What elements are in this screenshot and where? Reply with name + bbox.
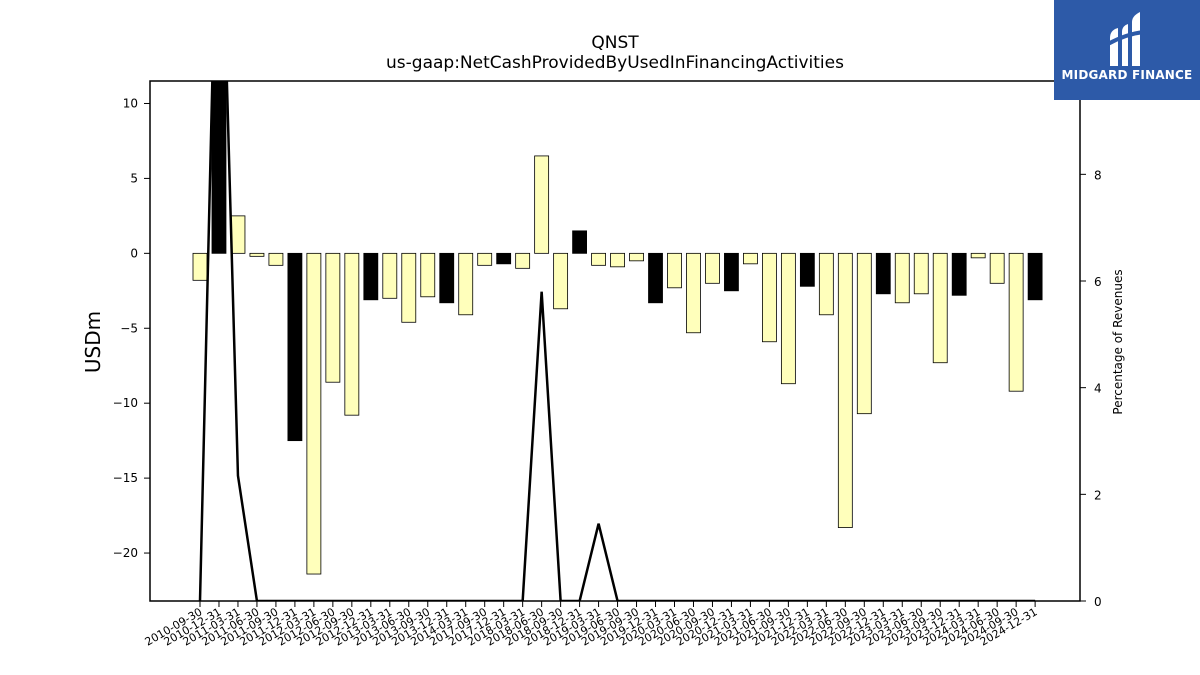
bar (610, 252, 625, 268)
y-axis-ticks: 10 5 0 −5 −10 −15 −20 (113, 96, 150, 560)
bar (439, 252, 455, 304)
chart-subtitle: us-gaap:NetCashProvidedByUsedInFinancing… (386, 53, 844, 73)
bar (515, 252, 531, 269)
y-tick-label: 10 (123, 96, 138, 110)
y2-axis-label: Percentage of Revenues (1111, 269, 1125, 414)
brand-name: MIDGARD FINANCE (1061, 68, 1193, 82)
bar (572, 230, 587, 254)
bar (192, 252, 208, 281)
bar (989, 252, 1005, 284)
bar (496, 252, 512, 265)
line-series (198, 81, 1036, 601)
bar (249, 252, 265, 257)
y2-axis-ticks: 0 2 4 6 8 (1080, 168, 1102, 609)
bar (382, 252, 398, 299)
y-tick-label: 5 (130, 171, 138, 185)
bar (363, 252, 379, 301)
bar (420, 252, 436, 298)
bar (856, 252, 872, 415)
bar (1027, 252, 1043, 301)
midgard-logo-icon (1107, 12, 1145, 66)
y2-tick-label: 2 (1094, 488, 1102, 502)
y-tick-label: 0 (130, 246, 138, 260)
bar (325, 252, 341, 383)
line-path (198, 81, 1036, 601)
bar (534, 155, 550, 254)
bar (837, 252, 853, 528)
plot-frame (149, 80, 1081, 602)
bar (458, 252, 474, 316)
chart-title: QNST (591, 33, 639, 53)
bar (1008, 252, 1024, 392)
bar (306, 252, 322, 575)
bar (705, 252, 720, 284)
bar (743, 252, 758, 265)
bar (591, 252, 606, 266)
bar (477, 252, 493, 266)
y-tick-label: −20 (113, 546, 138, 560)
bar (667, 252, 682, 289)
bar (799, 252, 815, 287)
bar (970, 252, 986, 259)
y-tick-label: −15 (113, 471, 138, 485)
y2-tick-label: 0 (1094, 595, 1102, 609)
y2-tick-label: 8 (1094, 168, 1102, 182)
bar (401, 252, 417, 323)
bar (648, 252, 663, 304)
bar (875, 252, 891, 295)
y-tick-label: −5 (120, 321, 138, 335)
bar (932, 252, 948, 364)
y2-tick-label: 4 (1094, 382, 1102, 396)
bar (230, 215, 246, 254)
bar (287, 252, 303, 442)
bar (762, 252, 777, 343)
bar (553, 252, 569, 310)
bar (780, 252, 796, 385)
bar (818, 252, 834, 316)
y-tick-label: −10 (113, 396, 138, 410)
y2-tick-label: 6 (1094, 275, 1102, 289)
y-axis-label: USDm (81, 311, 105, 373)
bar (211, 81, 227, 254)
brand-logo: MIDGARD FINANCE (1054, 0, 1200, 100)
bar (894, 252, 910, 304)
x-axis-ticks: 2010-09-302010-12-312011-03-312011-06-30… (143, 601, 1040, 649)
bar (268, 252, 284, 266)
bar (951, 252, 967, 296)
bar (686, 252, 701, 334)
bar-series (192, 81, 1043, 575)
bar (629, 252, 644, 262)
bar (344, 252, 360, 416)
bar (913, 252, 929, 295)
bar (724, 252, 739, 292)
